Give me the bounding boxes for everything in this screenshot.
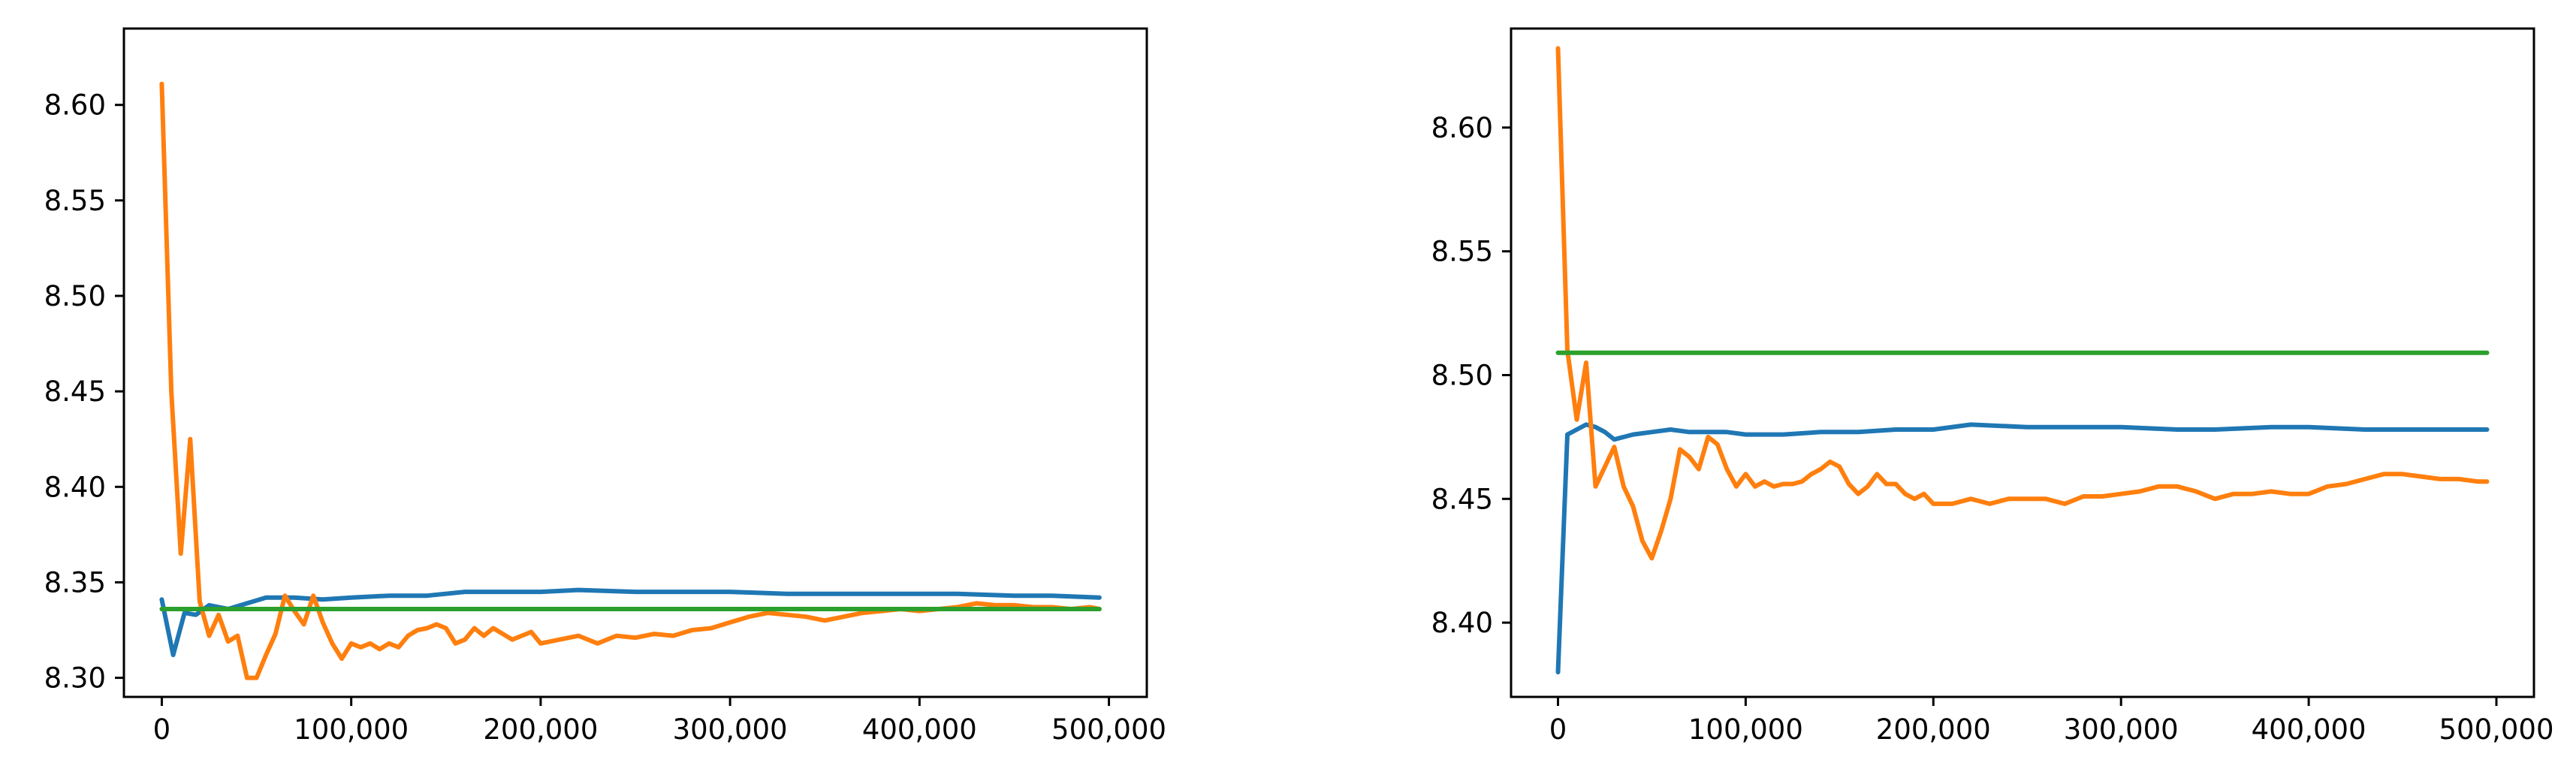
series-line-1 — [1555, 46, 2490, 561]
x-tick-label: 300,000 — [673, 713, 788, 746]
y-tick-label: 8.60 — [44, 89, 106, 122]
y-tick-label: 8.55 — [1431, 236, 1493, 268]
x-tick-label: 400,000 — [862, 713, 977, 746]
series-line-0 — [1555, 422, 2490, 674]
y-tick-label: 8.30 — [44, 662, 106, 695]
y-tick-label: 8.35 — [44, 566, 106, 599]
y-tick-label: 8.40 — [44, 471, 106, 503]
x-tick-label: 400,000 — [2252, 713, 2366, 746]
y-tick-label: 8.40 — [1431, 607, 1493, 639]
x-tick-label: 100,000 — [1688, 713, 1803, 746]
y-tick-label: 8.45 — [44, 375, 106, 408]
plot-frame — [1510, 27, 2535, 698]
y-tick-label: 8.45 — [1431, 483, 1493, 515]
y-tick-label: 8.60 — [1431, 112, 1493, 144]
x-tick-label: 200,000 — [483, 713, 598, 746]
y-tick-label: 8.55 — [44, 185, 106, 217]
x-tick-label: 0 — [153, 713, 171, 746]
series-line-1 — [159, 81, 1102, 680]
x-tick-label: 100,000 — [294, 713, 409, 746]
chart-left: 0 100,000 200,000 300,000 400,000 500,000 8.30… — [44, 27, 1166, 746]
y-tick-label: 8.50 — [44, 280, 106, 312]
plot-frame — [122, 27, 1148, 698]
x-tick-label: 500,000 — [1051, 713, 1166, 746]
x-tick-label: 200,000 — [1876, 713, 1991, 746]
x-tick-label: 500,000 — [2439, 713, 2554, 746]
x-tick-label: 300,000 — [2064, 713, 2179, 746]
chart-right: 0 100,000 200,000 300,000 400,000 500,000 8.40… — [1431, 27, 2554, 746]
x-tick-label: 0 — [1549, 713, 1567, 746]
y-tick-label: 8.50 — [1431, 359, 1493, 391]
